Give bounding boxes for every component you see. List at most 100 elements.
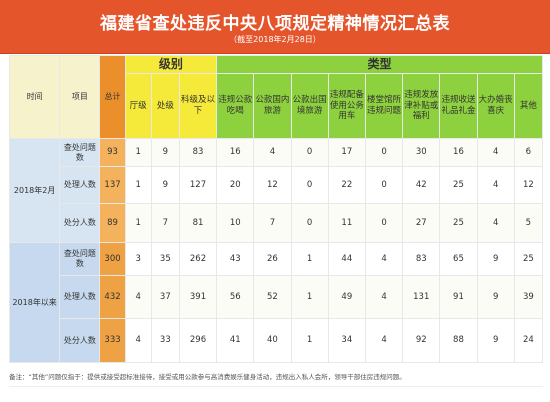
table-row: 2018年以来 查处问题数 300 3 35 262 43 26 1 44 4 … — [8, 242, 544, 363]
value-cell: 3 — [124, 242, 152, 276]
value-cell: 4 — [476, 203, 515, 243]
value-cell: 20 — [216, 166, 255, 204]
value-cell: 92 — [402, 318, 441, 363]
value-cell: 262 — [178, 242, 218, 276]
value-cell: 4 — [476, 138, 515, 167]
header-type-1: 违规公款吃喝 — [216, 73, 255, 139]
item-cell: 查处问题数 — [59, 242, 101, 276]
value-cell: 9 — [476, 242, 515, 276]
value-cell: 1 — [290, 242, 329, 276]
title-banner: 福建省查处违反中央八项规定精神情况汇总表 （截至2018年2月28日） — [0, 0, 550, 54]
page-title: 福建省查处违反中央八项规定精神情况汇总表 — [100, 14, 450, 34]
value-cell: 88 — [439, 318, 478, 363]
header-type-3: 公款出国境旅游 — [290, 73, 329, 139]
value-cell: 0 — [364, 138, 404, 167]
table-row: 处分人数 333 4 33 296 41 40 1 34 4 92 88 9 2… — [10, 318, 544, 363]
value-cell: 4 — [364, 242, 404, 276]
header-type-4: 违规配备使用公务用车 — [327, 73, 366, 139]
value-cell: 44 — [327, 242, 366, 276]
value-cell: 83 — [402, 242, 441, 276]
value-cell: 49 — [327, 275, 366, 319]
value-cell: 52 — [253, 275, 292, 319]
header-type-6: 违规发放津补贴或福利 — [402, 73, 441, 139]
value-cell: 81 — [178, 203, 218, 243]
header-total: 总计 — [99, 55, 126, 139]
value-cell: 9 — [150, 138, 180, 167]
value-cell: 24 — [513, 318, 544, 363]
header-type-group: 类型 — [216, 55, 543, 74]
value-cell: 0 — [364, 203, 404, 243]
value-cell: 33 — [150, 318, 180, 363]
value-cell: 16 — [439, 138, 478, 167]
value-cell: 12 — [253, 166, 292, 204]
table-row: 处理人数 137 1 9 127 20 12 0 22 0 42 25 4 12 — [10, 166, 544, 204]
value-cell: 43 — [216, 242, 255, 276]
value-cell: 7 — [150, 203, 180, 243]
value-cell: 6 — [513, 138, 544, 167]
header-type-7: 违规收送礼品礼金 — [439, 73, 478, 139]
header-item: 项目 — [59, 55, 101, 139]
value-cell: 40 — [253, 318, 292, 363]
value-cell: 83 — [178, 138, 218, 167]
value-cell: 4 — [253, 138, 292, 167]
total-cell: 137 — [99, 166, 126, 204]
value-cell: 11 — [327, 203, 366, 243]
value-cell: 25 — [439, 203, 478, 243]
total-cell: 432 — [99, 275, 126, 319]
header-level-3: 科级及以下 — [178, 73, 218, 139]
header-type-5: 楼堂馆所违规问题 — [364, 73, 404, 139]
value-cell: 91 — [439, 275, 478, 319]
table-row: 处理人数 432 4 37 391 56 52 1 49 4 131 91 9 … — [10, 275, 544, 319]
value-cell: 4 — [364, 275, 404, 319]
value-cell: 7 — [253, 203, 292, 243]
header-time: 时间 — [8, 55, 61, 139]
total-cell: 333 — [99, 318, 126, 363]
value-cell: 9 — [476, 275, 515, 319]
value-cell: 5 — [513, 203, 544, 243]
value-cell: 4 — [476, 166, 515, 204]
value-cell: 16 — [216, 138, 255, 167]
header-type-9: 其他 — [513, 73, 544, 139]
header-level-2: 处级 — [150, 73, 180, 139]
value-cell: 56 — [216, 275, 255, 319]
footnote: 备注：“其他”问题仅指于：提供或接受超标准接待，接受或用公款参与高消费娱乐健身活… — [9, 373, 406, 381]
value-cell: 34 — [327, 318, 366, 363]
page-subtitle: （截至2018年2月28日） — [229, 35, 321, 44]
item-cell: 处理人数 — [59, 166, 101, 204]
item-cell: 处分人数 — [59, 318, 101, 363]
value-cell: 39 — [513, 275, 544, 319]
table-row: 处分人数 89 1 7 81 10 7 0 11 0 27 25 4 5 — [10, 203, 544, 243]
value-cell: 25 — [439, 166, 478, 204]
value-cell: 22 — [327, 166, 366, 204]
value-cell: 25 — [513, 242, 544, 276]
value-cell: 1 — [124, 203, 152, 243]
total-cell: 93 — [99, 138, 126, 167]
footer-divider — [9, 386, 543, 387]
value-cell: 0 — [364, 166, 404, 204]
value-cell: 391 — [178, 275, 218, 319]
value-cell: 10 — [216, 203, 255, 243]
header-level-1: 厅级 — [124, 73, 152, 139]
value-cell: 0 — [290, 138, 329, 167]
value-cell: 26 — [253, 242, 292, 276]
value-cell: 27 — [402, 203, 441, 243]
value-cell: 4 — [124, 318, 152, 363]
value-cell: 12 — [513, 166, 544, 204]
item-cell: 查处问题数 — [59, 138, 101, 167]
value-cell: 0 — [290, 166, 329, 204]
value-cell: 17 — [327, 138, 366, 167]
value-cell: 30 — [402, 138, 441, 167]
value-cell: 1 — [290, 318, 329, 363]
value-cell: 41 — [216, 318, 255, 363]
summary-table: 时间 项目 总计 级别 类型 厅级 处级 科级及以下 违规公款吃喝 公款国内旅游… — [8, 55, 544, 363]
value-cell: 0 — [290, 203, 329, 243]
header-type-2: 公款国内旅游 — [253, 73, 292, 139]
item-cell: 处理人数 — [59, 275, 101, 319]
table-row: 2018年2月 查处问题数 93 1 9 83 16 4 0 17 0 30 1… — [8, 138, 544, 243]
item-cell: 处分人数 — [59, 203, 101, 243]
value-cell: 42 — [402, 166, 441, 204]
value-cell: 37 — [150, 275, 180, 319]
value-cell: 35 — [150, 242, 180, 276]
value-cell: 296 — [178, 318, 218, 363]
value-cell: 9 — [476, 318, 515, 363]
